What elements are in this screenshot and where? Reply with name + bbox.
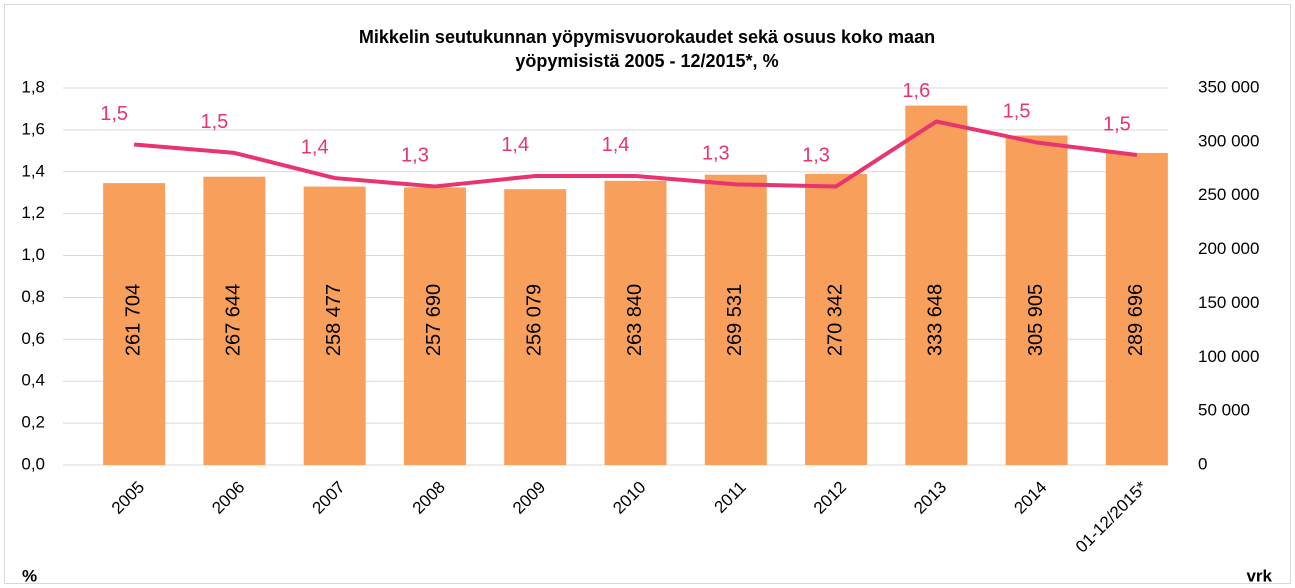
y-tick-label: 0,6 <box>21 329 45 348</box>
y-tick-label: 1,2 <box>21 203 45 222</box>
y2-tick-label: 0 <box>1198 454 1207 473</box>
line-value-label: 1,4 <box>501 134 529 156</box>
line-value-label: 1,4 <box>602 134 630 156</box>
bar-value-label: 267 644 <box>223 284 245 356</box>
bar <box>805 173 868 465</box>
bar-value-label: 269 531 <box>724 284 746 356</box>
line-value-label: 1,3 <box>702 143 730 165</box>
bar <box>103 183 166 465</box>
y-axis-label: % <box>22 566 37 585</box>
y-tick-label: 0,4 <box>21 371 45 390</box>
line-value-label: 1,3 <box>802 145 830 167</box>
bar-value-label: 333 648 <box>925 284 947 356</box>
line-value-label: 1,3 <box>401 145 429 167</box>
bar <box>504 189 567 466</box>
y-tick-label: 1,6 <box>21 119 45 138</box>
bar-value-label: 257 690 <box>423 284 445 356</box>
bar <box>1005 135 1068 465</box>
line <box>133 119 1138 189</box>
bar <box>704 174 767 465</box>
chart-title: Mikkelin seutukunnan yöpymisvuorokaudet … <box>358 27 936 71</box>
y-tick-label: 0,8 <box>21 287 45 306</box>
y2-tick-label: 350 000 <box>1198 77 1259 96</box>
line-value-label: 1,4 <box>301 136 329 158</box>
bar <box>1105 152 1168 465</box>
bar-value-label: 270 342 <box>824 284 846 356</box>
bar <box>905 105 968 466</box>
bar-value-label: 258 477 <box>323 284 345 356</box>
y-tick-label: 0,2 <box>21 413 45 432</box>
line-value-label: 1,5 <box>1003 101 1031 123</box>
bar <box>604 180 667 465</box>
line-value-label: 1,6 <box>902 80 930 102</box>
bar <box>303 186 366 465</box>
y2-tick-label: 100 000 <box>1198 347 1259 366</box>
bar-value-label: 256 079 <box>524 284 546 356</box>
y2-axis-label: vrk <box>1246 566 1272 585</box>
bar-value-label: 289 696 <box>1125 284 1147 356</box>
y-tick-label: 1,4 <box>21 161 45 180</box>
bar-value-label: 261 704 <box>122 284 144 356</box>
y2-tick-label: 300 000 <box>1198 131 1259 150</box>
y-tick-label: 1,8 <box>21 77 45 96</box>
line-value-label: 1,5 <box>100 103 128 125</box>
y2-tick-label: 200 000 <box>1198 239 1259 258</box>
bar-value-label: 305 905 <box>1025 284 1047 356</box>
y2-tick-label: 250 000 <box>1198 185 1259 204</box>
y-tick-label: 0,0 <box>21 454 45 473</box>
bar-value-label: 263 840 <box>624 284 646 356</box>
bar <box>203 176 266 466</box>
y-tick-label: 1,0 <box>21 245 45 264</box>
y2-tick-label: 150 000 <box>1198 293 1259 312</box>
line-value-label: 1,5 <box>1103 113 1131 135</box>
line-value-label: 1,5 <box>201 111 229 133</box>
bar <box>403 187 466 465</box>
y2-tick-label: 50 000 <box>1198 401 1250 420</box>
